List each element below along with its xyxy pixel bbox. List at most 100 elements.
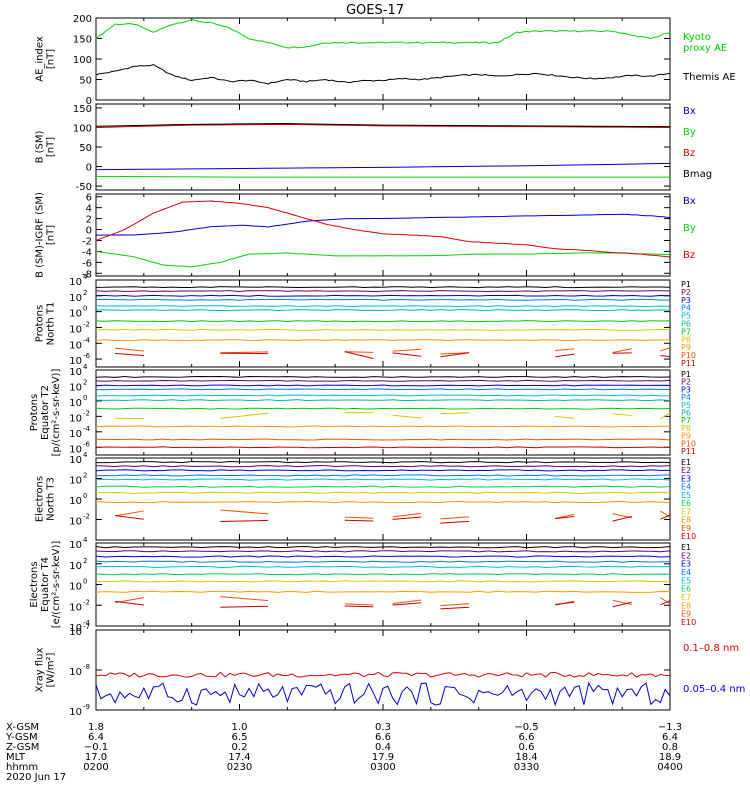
channel-label: P1 — [681, 370, 691, 379]
footer-row-label: 2020 Jun 17 — [6, 772, 66, 783]
channel-label: P6 — [681, 320, 691, 329]
y-tick-exponent: 0 — [83, 492, 87, 500]
series-line-bx — [95, 162, 671, 171]
channel-trace — [95, 500, 671, 504]
y-axis-label: [nT] — [46, 225, 57, 245]
channel-trace-segment — [660, 347, 671, 352]
y-tick-label: 10 — [69, 382, 82, 393]
channel-trace-segment — [344, 351, 374, 353]
footer-cell: 0.8 — [662, 742, 678, 753]
y-tick-exponent: -2 — [83, 409, 90, 417]
channel-trace — [95, 550, 671, 553]
channel-trace — [95, 478, 671, 481]
channel-trace — [95, 461, 671, 464]
footer-cell: 0300 — [370, 762, 395, 773]
channel-label: P7 — [681, 327, 691, 336]
channel-trace-segment — [115, 510, 144, 517]
channel-trace-segment — [115, 600, 144, 606]
footer-cell: 17.9 — [372, 752, 394, 763]
y-tick-label: 10 — [69, 667, 82, 678]
channel-trace-segment — [660, 355, 671, 358]
footer-cell: 0230 — [227, 762, 252, 773]
channel-trace — [95, 290, 671, 293]
channel-trace-segment — [440, 606, 470, 610]
legend-label: Bmag — [683, 169, 712, 180]
plot-title: GOES-17 — [346, 3, 404, 18]
legend-label: By — [683, 223, 696, 234]
channel-trace — [95, 565, 671, 568]
channel-label: E10 — [681, 532, 696, 541]
footer-cell: 0.3 — [375, 722, 391, 733]
y-tick-exponent: -9 — [83, 703, 90, 711]
y-tick-label: 10 — [69, 623, 82, 634]
footer-row-label: Z-GSM — [6, 742, 39, 753]
channel-trace-segment — [344, 516, 374, 519]
footer-cell: 6.6 — [519, 732, 535, 743]
y-tick-label: 150 — [73, 104, 92, 115]
channel-label: P6 — [681, 409, 691, 418]
footer-cell: 6.4 — [88, 732, 104, 743]
channel-label: E2 — [681, 551, 691, 560]
y-axis-label: Electrons — [35, 476, 46, 522]
channel-trace-segment — [392, 352, 422, 357]
y-tick-label: -2 — [82, 236, 92, 247]
channel-trace-segment — [555, 516, 575, 520]
y-axis-label: North T1 — [46, 302, 57, 346]
channel-label: E6 — [681, 585, 691, 594]
y-tick-exponent: 2 — [83, 472, 87, 480]
y-tick-label: 10 — [69, 398, 82, 409]
y-tick-exponent: 2 — [83, 557, 87, 565]
channel-trace-segment — [220, 605, 269, 608]
channel-trace — [95, 328, 671, 331]
legend-label: Kyoto — [683, 32, 711, 43]
channel-label: E1 — [681, 458, 691, 467]
channel-label: E3 — [681, 560, 691, 569]
y-tick-label: 150 — [73, 35, 92, 46]
footer-cell: 0200 — [83, 762, 108, 773]
footer-cell: 0.4 — [375, 742, 391, 753]
y-tick-label: 10 — [69, 582, 82, 593]
channel-trace — [95, 286, 671, 289]
y-tick-exponent: -6 — [83, 440, 91, 448]
channel-trace-segment — [440, 516, 470, 520]
y-tick-exponent: 4 — [83, 451, 88, 459]
footer-cell: 6.6 — [375, 732, 391, 743]
legend-label: Bx — [683, 196, 696, 207]
series-line-by — [95, 175, 671, 178]
y-tick-exponent: 4 — [83, 363, 88, 371]
y-tick-label: -4 — [82, 247, 92, 258]
y-tick-label: 200 — [73, 14, 92, 25]
panel-frame — [95, 369, 671, 456]
footer-row-label: Y-GSM — [5, 732, 38, 743]
footer-cell: 0.6 — [519, 742, 535, 753]
footer-cell: 6.4 — [662, 732, 678, 743]
footer-cell: 18.4 — [515, 752, 537, 763]
y-tick-label: 10 — [69, 455, 82, 466]
y-tick-label: 10 — [69, 496, 82, 507]
panel-frame — [95, 193, 671, 277]
channel-trace — [95, 425, 671, 428]
y-tick-exponent: -4 — [83, 619, 91, 627]
channel-trace-segment — [555, 513, 575, 519]
y-tick-label: 10 — [69, 367, 82, 378]
channel-label: E5 — [681, 491, 691, 500]
channel-trace-segment — [660, 597, 671, 605]
channel-label: E4 — [681, 483, 691, 492]
channel-trace-segment — [115, 515, 144, 520]
channel-trace — [95, 580, 671, 583]
channel-trace-segment — [612, 515, 632, 522]
y-tick-exponent: -6 — [83, 352, 91, 360]
channel-trace-segment — [660, 514, 671, 520]
channel-trace-segment — [440, 520, 470, 524]
channel-trace-segment — [392, 512, 422, 518]
y-tick-exponent: -2 — [83, 598, 90, 606]
y-axis-label: [W/m²] — [46, 652, 57, 687]
channel-label: E1 — [681, 543, 691, 552]
y-tick-label: 10 — [69, 707, 82, 718]
y-tick-exponent: -7 — [83, 623, 90, 631]
y-tick-label: 50 — [79, 143, 92, 154]
